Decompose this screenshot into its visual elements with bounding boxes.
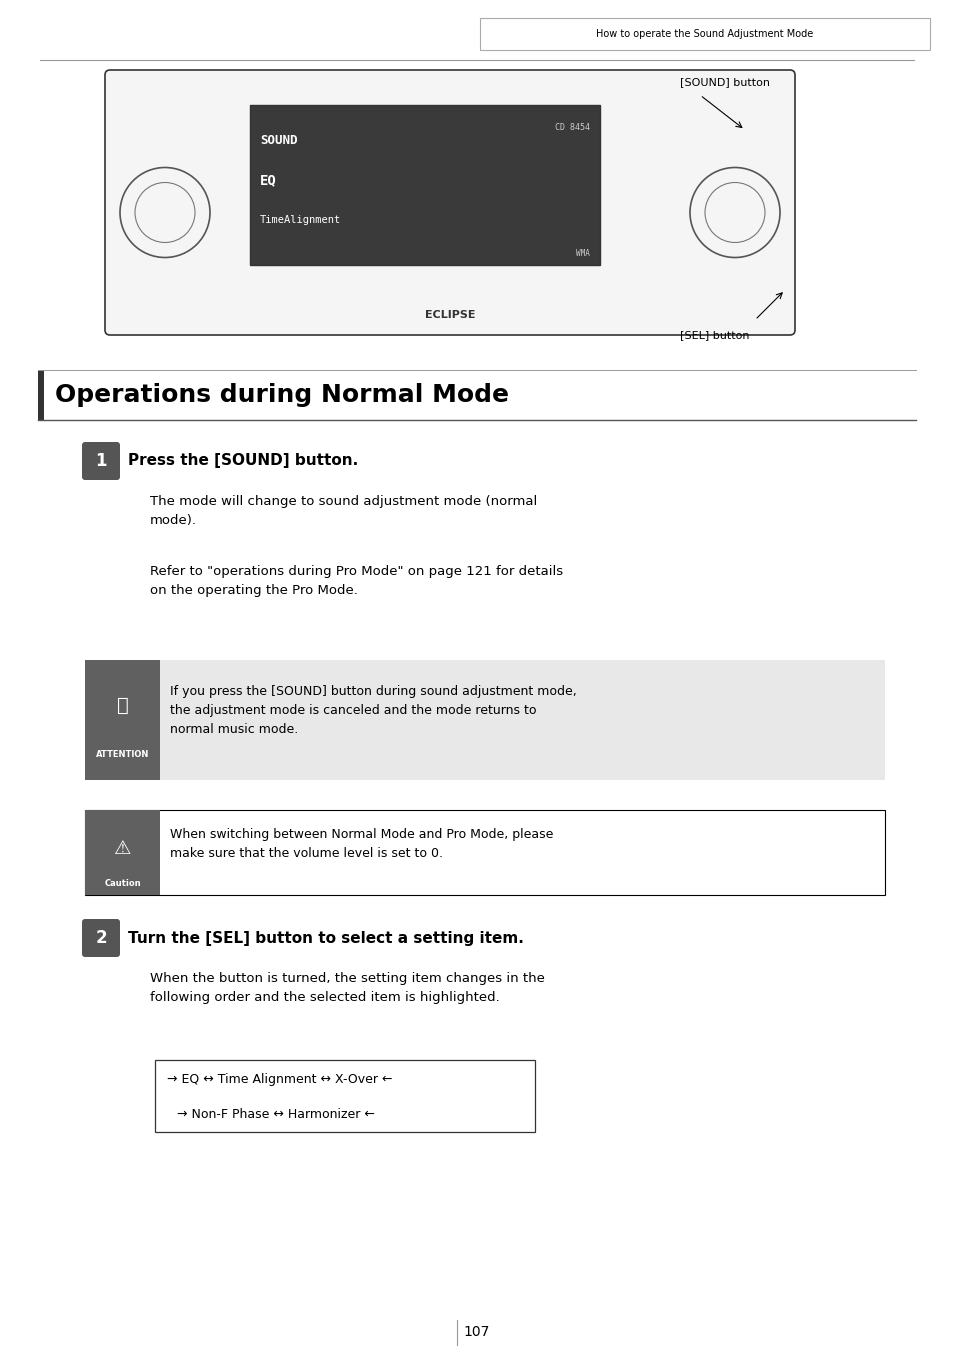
- Text: EQ: EQ: [260, 173, 276, 187]
- Text: WMA: WMA: [576, 248, 589, 257]
- Text: The mode will change to sound adjustment mode (normal
mode).: The mode will change to sound adjustment…: [150, 495, 537, 527]
- FancyBboxPatch shape: [85, 660, 884, 780]
- Text: If you press the [SOUND] button during sound adjustment mode,
the adjustment mod: If you press the [SOUND] button during s…: [170, 686, 577, 736]
- FancyBboxPatch shape: [105, 70, 794, 335]
- Text: ⚠: ⚠: [113, 839, 132, 858]
- FancyBboxPatch shape: [85, 660, 160, 780]
- FancyBboxPatch shape: [85, 810, 160, 896]
- Text: 📚: 📚: [116, 695, 129, 714]
- Text: SOUND: SOUND: [260, 134, 297, 146]
- Text: When switching between Normal Mode and Pro Mode, please
make sure that the volum: When switching between Normal Mode and P…: [170, 828, 553, 860]
- Bar: [38, 370, 44, 420]
- Text: → Non-F Phase ↔ Harmonizer ←: → Non-F Phase ↔ Harmonizer ←: [177, 1108, 375, 1122]
- Text: Operations during Normal Mode: Operations during Normal Mode: [55, 383, 509, 406]
- Text: Caution: Caution: [104, 878, 141, 888]
- Text: [SEL] button: [SEL] button: [679, 331, 749, 340]
- Text: CD 8454: CD 8454: [555, 122, 589, 131]
- Text: 2: 2: [95, 930, 107, 947]
- Text: Refer to "operations during Pro Mode" on page 121 for details
on the operating t: Refer to "operations during Pro Mode" on…: [150, 565, 562, 598]
- FancyBboxPatch shape: [82, 442, 120, 480]
- FancyBboxPatch shape: [82, 919, 120, 957]
- Text: → EQ ↔ Time Alignment ↔ X-Over ←: → EQ ↔ Time Alignment ↔ X-Over ←: [167, 1073, 392, 1087]
- Text: ATTENTION: ATTENTION: [95, 751, 149, 760]
- Text: ECLIPSE: ECLIPSE: [424, 310, 475, 320]
- Text: When the button is turned, the setting item changes in the
following order and t: When the button is turned, the setting i…: [150, 972, 544, 1004]
- Text: How to operate the Sound Adjustment Mode: How to operate the Sound Adjustment Mode: [596, 28, 813, 39]
- Text: Turn the [SEL] button to select a setting item.: Turn the [SEL] button to select a settin…: [128, 931, 523, 946]
- FancyBboxPatch shape: [85, 810, 884, 896]
- Text: [SOUND] button: [SOUND] button: [679, 77, 769, 87]
- Text: TimeAlignment: TimeAlignment: [260, 215, 341, 225]
- Text: Press the [SOUND] button.: Press the [SOUND] button.: [128, 454, 358, 469]
- Text: 1: 1: [95, 453, 107, 470]
- FancyBboxPatch shape: [250, 104, 599, 266]
- Text: 107: 107: [463, 1325, 490, 1339]
- FancyBboxPatch shape: [479, 18, 929, 50]
